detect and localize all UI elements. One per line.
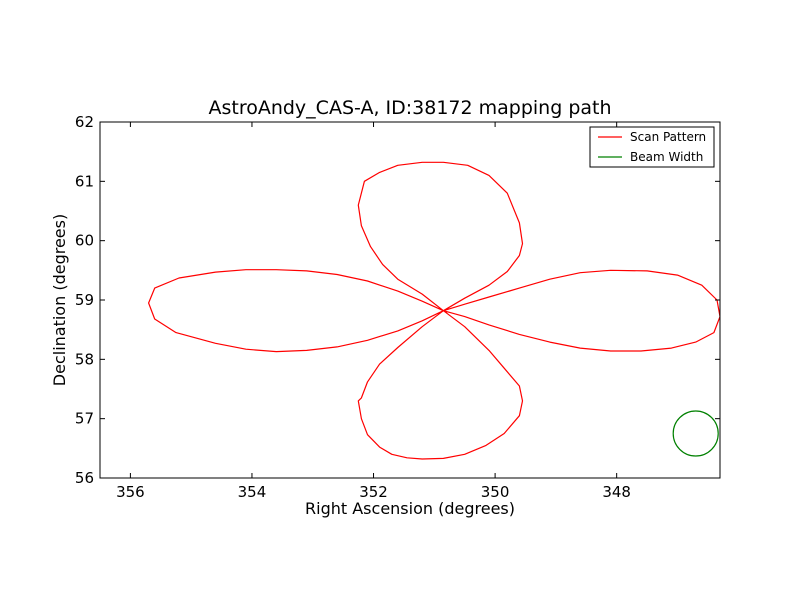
legend-box xyxy=(589,126,715,168)
x-tick-label: 352 xyxy=(359,483,388,501)
x-tick-label: 350 xyxy=(481,483,510,501)
data-layer xyxy=(148,161,720,460)
ticks-layer: 356 354 352 350 348 56 57 58 59 60 61 62 xyxy=(75,113,720,501)
scan-pattern-line xyxy=(148,161,720,460)
chart-title: AstroAndy_CAS-A, ID:38172 mapping path xyxy=(208,97,611,119)
x-tick-label: 354 xyxy=(238,483,267,501)
x-tick-label: 348 xyxy=(602,483,631,501)
beam-width-circle xyxy=(672,410,719,457)
x-axis-label: Right Ascension (degrees) xyxy=(305,499,515,518)
y-tick-label: 60 xyxy=(75,232,94,250)
y-tick-label: 62 xyxy=(75,113,94,131)
legend: Scan Pattern Beam Width xyxy=(589,126,715,168)
legend-label-beam-width: Beam Width xyxy=(630,150,703,164)
y-tick-label: 61 xyxy=(75,172,94,190)
plot-area xyxy=(100,122,720,478)
legend-label-scan-pattern: Scan Pattern xyxy=(630,130,706,144)
y-axis-label: Declination (degrees) xyxy=(50,214,69,386)
y-tick-label: 56 xyxy=(75,469,94,487)
x-tick-label: 356 xyxy=(116,483,145,501)
y-tick-label: 58 xyxy=(75,350,94,368)
y-tick-label: 59 xyxy=(75,291,94,309)
y-tick-label: 57 xyxy=(75,410,94,428)
